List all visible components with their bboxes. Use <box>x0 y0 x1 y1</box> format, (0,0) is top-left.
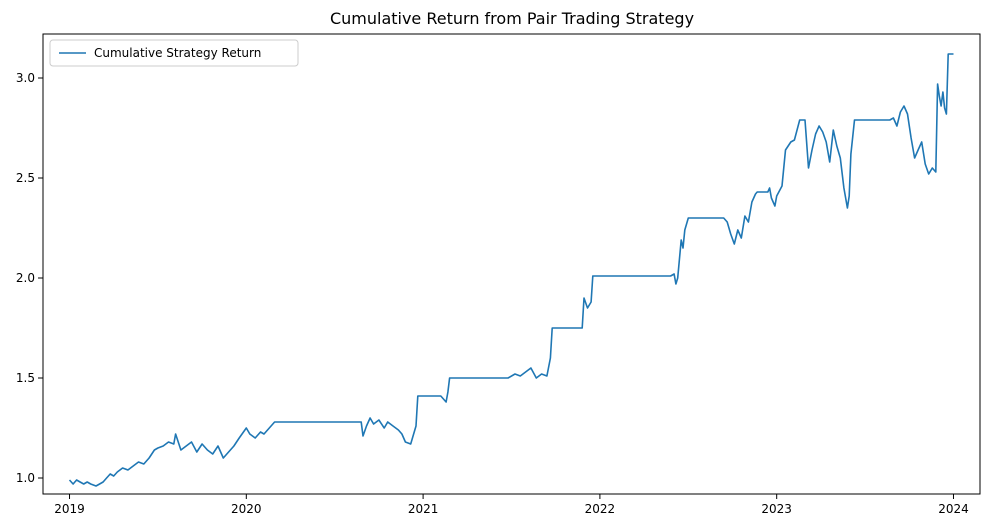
y-tick-label: 3.0 <box>16 71 35 85</box>
x-tick-label: 2022 <box>585 502 616 516</box>
x-tick-label: 2020 <box>231 502 262 516</box>
legend-label: Cumulative Strategy Return <box>94 46 261 60</box>
series-layer <box>68 53 954 487</box>
y-tick-label: 2.0 <box>16 271 35 285</box>
plot-area: 2019 2020 2021 2022 2023 2024 1.0 1.5 2.0 2.5 3.0 <box>16 33 981 516</box>
x-tick-label: 2021 <box>408 502 439 516</box>
legend-box <box>49 39 299 67</box>
series-line <box>68 53 954 487</box>
y-axis: 1.0 1.5 2.0 2.5 3.0 <box>16 71 43 485</box>
chart-title: Cumulative Return from Pair Trading Stra… <box>330 9 694 28</box>
x-tick-label: 2019 <box>54 502 85 516</box>
x-tick-label: 2024 <box>938 502 969 516</box>
plot-frame <box>42 33 981 495</box>
x-axis: 2019 2020 2021 2022 2023 2024 <box>54 494 969 516</box>
y-tick-label: 1.5 <box>16 371 35 385</box>
y-tick-label: 2.5 <box>16 171 35 185</box>
legend: Cumulative Strategy Return <box>49 39 299 67</box>
y-tick-label: 1.0 <box>16 471 35 485</box>
x-tick-label: 2023 <box>761 502 792 516</box>
